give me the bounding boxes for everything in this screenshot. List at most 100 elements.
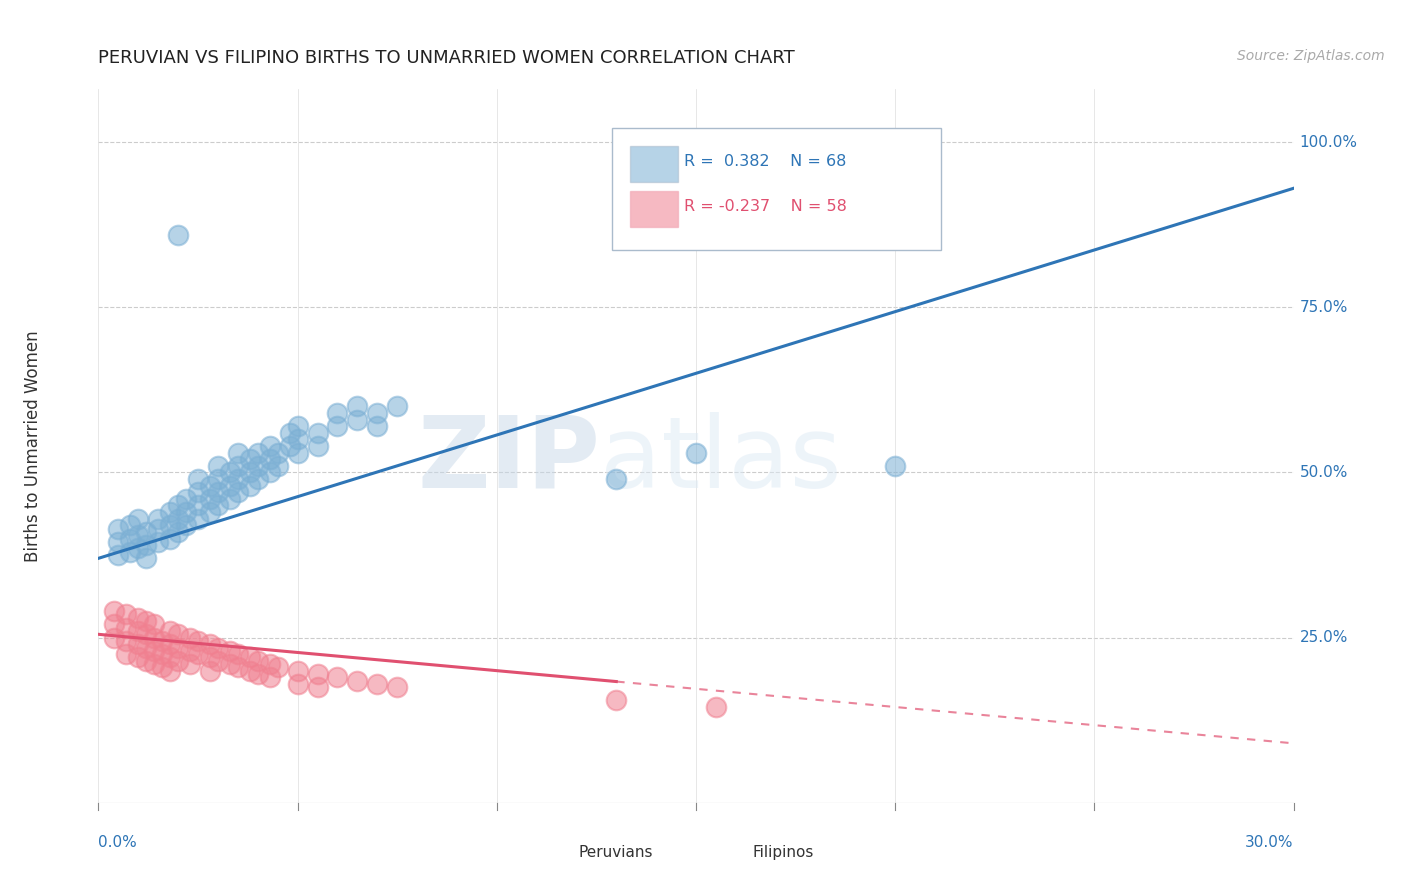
Point xyxy=(207,640,229,655)
Text: atlas: atlas xyxy=(600,412,842,508)
Point xyxy=(326,406,349,420)
Point xyxy=(287,677,309,691)
Point xyxy=(187,472,209,486)
Point xyxy=(159,624,181,638)
Point xyxy=(167,654,190,668)
Point xyxy=(135,538,157,552)
Point xyxy=(219,491,242,506)
Point xyxy=(179,631,201,645)
Point xyxy=(278,439,301,453)
Point xyxy=(143,617,166,632)
Point xyxy=(127,528,149,542)
Point xyxy=(107,548,129,562)
Point xyxy=(326,670,349,684)
FancyBboxPatch shape xyxy=(704,838,748,865)
Point xyxy=(127,611,149,625)
Point xyxy=(226,660,249,674)
Point xyxy=(219,478,242,492)
Point xyxy=(287,445,309,459)
Point xyxy=(307,425,329,440)
Point xyxy=(135,551,157,566)
Point xyxy=(115,607,138,622)
Point xyxy=(267,458,290,473)
Point xyxy=(187,511,209,525)
Point xyxy=(278,425,301,440)
Point xyxy=(135,614,157,628)
Point xyxy=(704,700,727,714)
Point xyxy=(207,472,229,486)
Text: Source: ZipAtlas.com: Source: ZipAtlas.com xyxy=(1237,49,1385,63)
Point xyxy=(219,657,242,671)
Point xyxy=(174,491,197,506)
Point xyxy=(346,673,368,688)
Point xyxy=(239,650,262,665)
Point xyxy=(127,624,149,638)
Text: R = -0.237    N = 58: R = -0.237 N = 58 xyxy=(685,200,846,214)
Point xyxy=(115,647,138,661)
Point xyxy=(135,524,157,539)
Point xyxy=(159,505,181,519)
Point xyxy=(135,627,157,641)
Text: 100.0%: 100.0% xyxy=(1299,135,1358,150)
Point xyxy=(167,627,190,641)
Point xyxy=(226,472,249,486)
Point xyxy=(287,433,309,447)
Point xyxy=(127,541,149,556)
Point xyxy=(385,680,409,694)
Point xyxy=(246,472,269,486)
FancyBboxPatch shape xyxy=(612,128,941,250)
Point xyxy=(198,664,221,678)
Point xyxy=(366,419,388,434)
Point xyxy=(307,667,329,681)
Point xyxy=(226,445,249,459)
Point xyxy=(179,657,201,671)
Point xyxy=(366,677,388,691)
Point xyxy=(246,458,269,473)
Point xyxy=(226,458,249,473)
Point xyxy=(167,524,190,539)
Point xyxy=(150,647,173,661)
Point xyxy=(207,485,229,500)
Point xyxy=(287,419,309,434)
Point xyxy=(307,439,329,453)
Point xyxy=(148,522,170,536)
Point xyxy=(346,400,368,414)
Point xyxy=(120,532,142,546)
Point xyxy=(115,621,138,635)
Point xyxy=(174,518,197,533)
Point xyxy=(207,458,229,473)
Text: ZIP: ZIP xyxy=(418,412,600,508)
Point xyxy=(385,400,409,414)
Point xyxy=(167,511,190,525)
Point xyxy=(259,670,281,684)
Point xyxy=(187,647,209,661)
Text: R =  0.382    N = 68: R = 0.382 N = 68 xyxy=(685,154,846,169)
Point xyxy=(120,545,142,559)
Point xyxy=(346,412,368,426)
Point xyxy=(103,631,125,645)
Point xyxy=(219,644,242,658)
Point xyxy=(143,644,166,658)
Point xyxy=(239,664,262,678)
Point xyxy=(179,644,201,658)
Point xyxy=(239,466,262,480)
Point xyxy=(605,693,627,707)
Point xyxy=(159,664,181,678)
Point xyxy=(226,485,249,500)
Point xyxy=(219,466,242,480)
Point xyxy=(159,518,181,533)
Point xyxy=(159,650,181,665)
Point xyxy=(159,637,181,651)
Point xyxy=(884,458,907,473)
Point xyxy=(148,511,170,525)
Point xyxy=(127,511,149,525)
Point xyxy=(239,478,262,492)
Point xyxy=(143,631,166,645)
Point xyxy=(187,499,209,513)
Point xyxy=(207,654,229,668)
Point xyxy=(107,534,129,549)
Point xyxy=(246,667,269,681)
Point xyxy=(127,650,149,665)
Point xyxy=(150,660,173,674)
Point xyxy=(167,227,190,242)
